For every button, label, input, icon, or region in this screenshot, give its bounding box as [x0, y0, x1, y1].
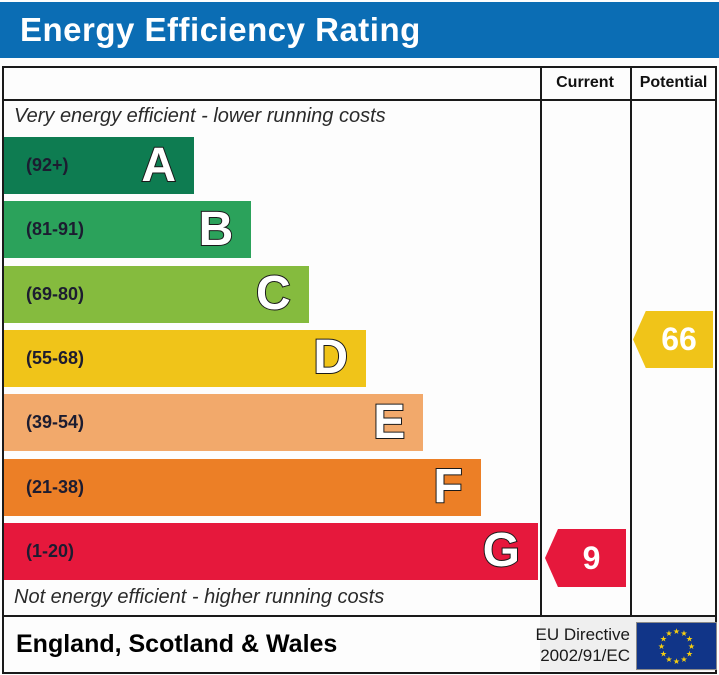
column-divider-potential [630, 66, 632, 617]
current-rating-value: 9 [582, 539, 601, 576]
band-letter: B [198, 202, 235, 256]
svg-text:★: ★ [680, 629, 687, 638]
footer-row-divider [2, 615, 715, 617]
eu-directive-line1: EU Directive [535, 625, 630, 644]
caption-very-efficient: Very energy efficient - lower running co… [14, 105, 386, 127]
column-header-potential: Potential [639, 74, 708, 91]
column-divider-current [540, 66, 542, 617]
svg-text:★: ★ [686, 649, 693, 658]
band-range-label: (39-54) [26, 412, 85, 433]
band-row-d: (55-68) D [4, 329, 366, 387]
eu-flag-rect [637, 623, 716, 669]
band-row-c: (69-80) C [4, 265, 309, 323]
eu-directive-line2: 2002/91/EC [540, 646, 630, 665]
header-row-divider [2, 99, 715, 101]
band-row-e: (39-54) E [4, 394, 424, 452]
svg-text:★: ★ [660, 634, 667, 643]
potential-rating-pointer: 66 [633, 311, 713, 368]
svg-text:★: ★ [686, 634, 693, 643]
band-row-f: (21-38) F [4, 458, 481, 516]
caption-not-efficient: Not energy efficient - higher running co… [14, 586, 385, 608]
svg-text:★: ★ [665, 655, 672, 664]
svg-text:★: ★ [665, 629, 672, 638]
current-rating-pointer: 9 [545, 529, 626, 587]
band-letter: G [482, 524, 521, 578]
svg-text:★: ★ [673, 627, 680, 636]
potential-rating-value: 66 [661, 321, 697, 357]
page-title: Energy Efficiency Rating [20, 11, 421, 48]
band-range-label: (69-80) [26, 283, 85, 304]
band-letter: F [432, 460, 463, 514]
eu-flag-stars: ★ ★★★★★★★★★★★ [658, 627, 695, 666]
eu-flag-icon: ★ ★★★★★★★★★★★ [636, 622, 717, 670]
band-row-b: (81-91) B [4, 201, 252, 259]
svg-text:★: ★ [658, 642, 665, 651]
band-range-label: (21-38) [26, 476, 85, 497]
svg-text:★: ★ [680, 655, 687, 664]
band-letter: D [312, 331, 349, 385]
band-range-label: (81-91) [26, 219, 85, 240]
band-row-a: (92+) A [4, 137, 194, 194]
band-range-label: (92+) [26, 155, 69, 175]
band-letter: C [255, 267, 292, 321]
band-row-g: (1-20) G [4, 522, 538, 580]
footer-region-label: England, Scotland & Wales [16, 630, 338, 658]
band-range-label: (55-68) [26, 347, 85, 368]
eu-directive-label: EU Directive 2002/91/EC [450, 624, 630, 666]
page-title-bar: Energy Efficiency Rating [0, 2, 719, 58]
svg-text:★: ★ [688, 642, 695, 651]
band-range-label: (1-20) [26, 540, 75, 561]
svg-text:★: ★ [673, 657, 680, 666]
band-letter: E [372, 395, 406, 449]
band-letter: A [140, 138, 177, 192]
column-header-current: Current [556, 74, 614, 91]
svg-text:★: ★ [660, 649, 667, 658]
